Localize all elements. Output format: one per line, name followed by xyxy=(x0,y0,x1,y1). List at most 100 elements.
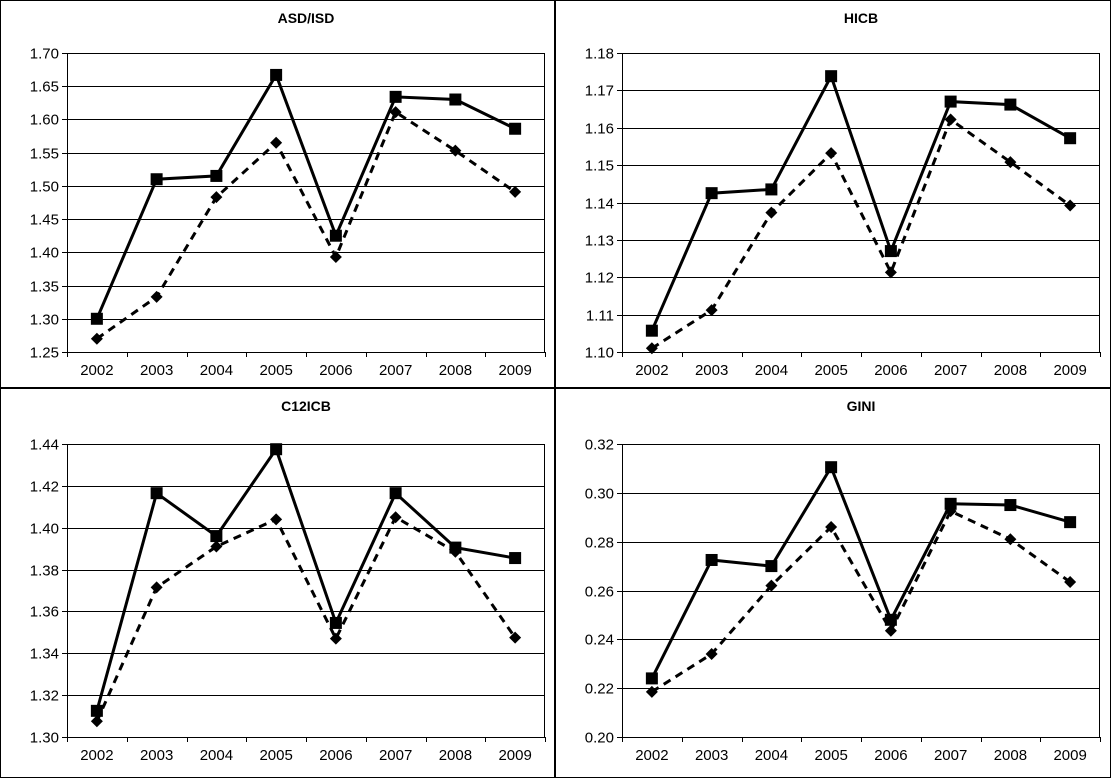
data-point-diamond xyxy=(150,581,163,594)
y-tick-label: 0.28 xyxy=(585,535,614,552)
data-point-square xyxy=(150,173,163,186)
series-line-dashed xyxy=(95,515,517,722)
chart-panel-3: C12ICB 1.30 1.32 1.34 1.36 1.38 1.40 1.42 1.44 20… xyxy=(0,388,555,778)
y-tick-label: 1.34 xyxy=(30,646,59,663)
y-tick-label: 1.42 xyxy=(30,479,59,496)
x-tick-label: 2004 xyxy=(755,747,788,764)
chart-title: GINI xyxy=(847,398,876,414)
y-tick-label: 1.40 xyxy=(30,521,59,538)
y-tick-label: 1.18 xyxy=(585,46,614,63)
data-point-diamond xyxy=(90,332,103,345)
data-point-square xyxy=(449,541,462,554)
x-tick-label: 2003 xyxy=(695,362,728,379)
data-point-diamond xyxy=(884,266,897,279)
data-point-diamond xyxy=(825,521,838,534)
y-tick-label: 0.24 xyxy=(585,632,614,649)
y-tick-label: 0.22 xyxy=(585,681,614,698)
series-line-solid xyxy=(95,445,516,712)
data-point-diamond xyxy=(389,106,402,119)
x-tick-label: 2005 xyxy=(259,362,292,379)
panel-border xyxy=(0,0,555,388)
data-point-square xyxy=(884,613,897,626)
y-tick-label: 1.40 xyxy=(30,245,59,262)
y-tick-label: 1.14 xyxy=(585,196,614,213)
data-point-square xyxy=(389,90,402,103)
data-point-square xyxy=(210,530,223,543)
data-point-square xyxy=(389,487,402,500)
data-point-diamond xyxy=(389,511,402,524)
data-point-square xyxy=(705,187,718,200)
x-tick-label: 2004 xyxy=(200,362,233,379)
data-point-diamond xyxy=(705,304,718,317)
data-point-diamond xyxy=(1004,533,1017,546)
chart-title: HICB xyxy=(844,10,878,26)
data-point-diamond xyxy=(210,540,223,553)
y-tick-label: 1.35 xyxy=(30,279,59,296)
y-tick-label: 1.25 xyxy=(30,345,59,362)
data-point-square xyxy=(90,312,103,325)
data-point-diamond xyxy=(825,147,838,160)
y-tick-label: 1.30 xyxy=(30,312,59,329)
x-tick-label: 2005 xyxy=(814,362,847,379)
y-tick-label: 0.32 xyxy=(585,437,614,454)
chart-panel-2: HICB 1.10 1.11 1.12 1.13 1.14 1.15 1.16 1.17 1.18… xyxy=(555,0,1111,388)
x-tick-label: 2009 xyxy=(1053,747,1086,764)
y-tick-label: 1.60 xyxy=(30,112,59,129)
y-tick-label: 1.38 xyxy=(30,563,59,580)
data-point-diamond xyxy=(765,206,778,219)
y-tick-label: 1.50 xyxy=(30,179,59,196)
x-tick-label: 2004 xyxy=(755,362,788,379)
y-tick-label: 1.45 xyxy=(30,212,59,229)
x-tick-label: 2002 xyxy=(80,362,113,379)
data-point-square xyxy=(210,169,223,182)
data-point-square xyxy=(645,324,658,337)
x-tick-label: 2003 xyxy=(695,747,728,764)
x-tick-label: 2008 xyxy=(994,747,1027,764)
x-tick-label: 2008 xyxy=(994,362,1027,379)
x-tick-label: 2005 xyxy=(814,747,847,764)
data-point-diamond xyxy=(270,513,283,526)
x-tick-label: 2007 xyxy=(379,362,412,379)
data-point-square xyxy=(944,95,957,108)
y-tick-label: 1.11 xyxy=(586,308,614,325)
x-tick-label: 2006 xyxy=(319,747,352,764)
y-tick-label: 1.12 xyxy=(585,270,614,287)
data-point-diamond xyxy=(329,632,342,645)
data-point-square xyxy=(645,672,658,685)
series-line-solid xyxy=(95,71,516,320)
x-tick-label: 2002 xyxy=(80,747,113,764)
data-point-square xyxy=(1004,499,1017,512)
data-point-square xyxy=(705,553,718,566)
data-point-square xyxy=(150,487,163,500)
x-tick-label: 2008 xyxy=(439,362,472,379)
data-point-diamond xyxy=(1004,156,1017,169)
y-tick-label: 1.32 xyxy=(30,688,59,705)
x-tick-label: 2008 xyxy=(439,747,472,764)
chart-title: C12ICB xyxy=(281,398,331,414)
x-tick-label: 2003 xyxy=(140,362,173,379)
data-point-square xyxy=(329,616,342,629)
y-tick-label: 1.44 xyxy=(30,437,59,454)
x-tick-label: 2009 xyxy=(498,747,531,764)
y-tick-label: 1.55 xyxy=(30,146,59,163)
data-point-square xyxy=(509,552,522,565)
series-line-solid xyxy=(650,72,1071,332)
x-tick-label: 2005 xyxy=(259,747,292,764)
series-line-dashed xyxy=(96,109,516,340)
data-point-diamond xyxy=(765,579,778,592)
data-point-square xyxy=(1064,132,1077,145)
data-point-diamond xyxy=(449,144,462,157)
y-tick-label: 1.10 xyxy=(585,345,614,362)
y-tick-label: 1.17 xyxy=(585,83,614,100)
x-tick-label: 2009 xyxy=(498,362,531,379)
data-point-diamond xyxy=(1064,575,1077,588)
data-point-diamond xyxy=(90,715,103,728)
series-line-dashed xyxy=(651,509,1071,694)
y-tick-label: 1.16 xyxy=(585,121,614,138)
x-tick-label: 2006 xyxy=(874,747,907,764)
y-tick-label: 1.70 xyxy=(30,46,59,63)
data-point-square xyxy=(1004,98,1017,111)
data-point-square xyxy=(270,68,283,81)
y-tick-label: 1.30 xyxy=(30,730,59,747)
